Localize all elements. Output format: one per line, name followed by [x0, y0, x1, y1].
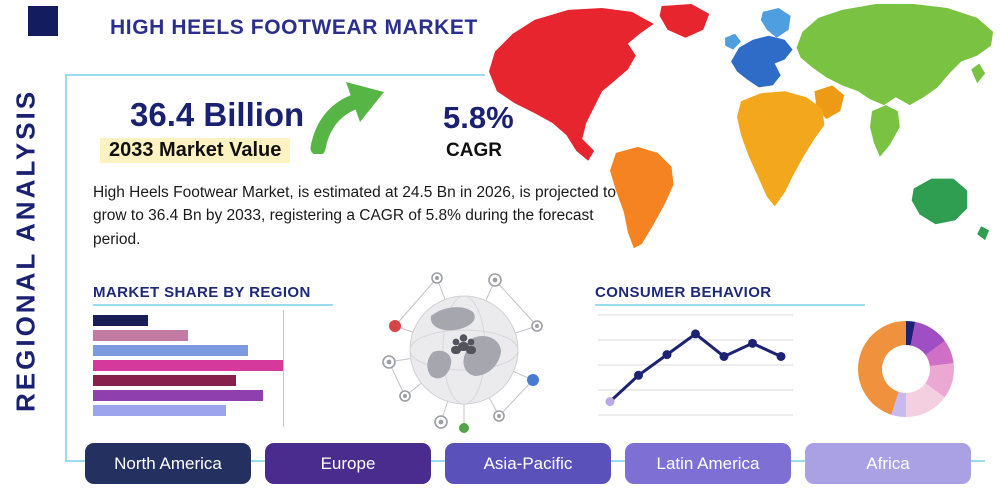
people-cluster-icon — [451, 334, 476, 354]
corner-square — [28, 6, 58, 36]
map-greenland — [659, 3, 710, 38]
globe-network-icon — [382, 272, 543, 433]
market-summary-text: High Heels Footwear Market, is estimated… — [93, 184, 616, 248]
consumer-behavior-section-title: CONSUMER BEHAVIOR — [595, 284, 772, 301]
map-scandinavia — [760, 7, 791, 38]
line-marker-4 — [691, 329, 700, 339]
market-share-bar-4 — [93, 360, 283, 371]
line-marker-6 — [748, 338, 757, 348]
map-india — [870, 105, 900, 157]
line-marker-3 — [662, 350, 672, 360]
market-share-section-title: MARKET SHARE BY REGION — [93, 284, 311, 301]
line-marker-7 — [776, 351, 786, 361]
market-share-bars — [93, 310, 343, 427]
map-new-zealand — [977, 226, 990, 241]
region-button-africa[interactable]: Africa — [805, 443, 971, 484]
map-united-kingdom — [725, 33, 741, 50]
market-share-bar-7 — [93, 405, 226, 416]
cagr-caption: CAGR — [446, 140, 502, 161]
regional-analysis-side-label: REGIONAL ANALYSIS — [10, 88, 41, 412]
consumer-behavior-chart — [598, 314, 793, 416]
world-map — [488, 3, 994, 249]
consumer-behavior-underline — [595, 304, 865, 306]
donut-chart — [858, 321, 954, 417]
map-europe — [731, 35, 793, 88]
market-value-stat: 36.4 Billion — [130, 96, 305, 133]
map-africa — [737, 91, 825, 207]
market-share-bar-1 — [93, 315, 148, 326]
map-north-america — [488, 7, 654, 161]
blue-node-icon — [527, 374, 539, 386]
region-button-europe[interactable]: Europe — [265, 443, 431, 484]
market-share-bar-6 — [93, 390, 263, 401]
market-share-underline — [93, 304, 333, 306]
line-marker-1 — [605, 397, 615, 407]
red-node-icon — [389, 320, 401, 332]
region-button-asia-pacific[interactable]: Asia-Pacific — [445, 443, 611, 484]
market-value-caption: 2033 Market Value — [100, 138, 291, 163]
line-marker-2 — [634, 370, 643, 380]
page-title: HIGH HEELS FOOTWEAR MARKET — [110, 16, 478, 39]
panel-border-left — [65, 74, 67, 462]
market-share-bar-3 — [93, 345, 248, 356]
region-button-latin-america[interactable]: Latin America — [625, 443, 791, 484]
map-south-america — [610, 146, 674, 249]
line-marker-5 — [719, 351, 729, 361]
growth-arrow-icon — [310, 82, 384, 154]
map-asia — [796, 3, 994, 106]
region-button-north-america[interactable]: North America — [85, 443, 251, 484]
map-japan — [971, 63, 986, 84]
green-node-icon — [459, 423, 469, 433]
panel-border-top — [65, 74, 485, 76]
region-buttons: North America Europe Asia-Pacific Latin Ame… — [85, 443, 971, 484]
cagr-stat: 5.8% — [443, 100, 514, 135]
bar-gridline — [283, 310, 284, 427]
map-australia — [911, 178, 968, 225]
market-share-bar-5 — [93, 375, 236, 386]
market-share-bar-2 — [93, 330, 188, 341]
